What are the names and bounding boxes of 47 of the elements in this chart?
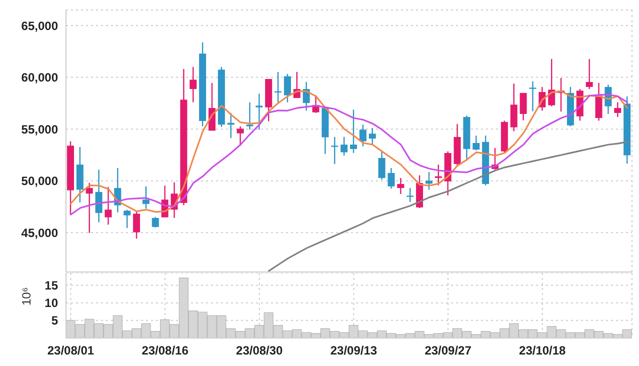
y-tick-label: 50,000 (21, 174, 58, 188)
candlestick (595, 82, 602, 122)
candlestick (520, 92, 527, 121)
candlestick (406, 187, 414, 203)
candlestick (236, 126, 244, 146)
candlestick (124, 209, 131, 229)
candlestick (434, 164, 442, 186)
y-tick-label: 15 (44, 278, 58, 293)
x-tick-label: 23/09/13 (330, 344, 378, 358)
x-tick-label: 23/09/27 (424, 344, 472, 358)
candlestick (529, 80, 536, 112)
x-tick-label: 23/08/30 (236, 344, 284, 358)
x-tick-label: 23/08/01 (47, 344, 94, 358)
candlestick (548, 58, 556, 107)
y-tick-label: 65,000 (21, 18, 58, 33)
candlestick (95, 169, 102, 223)
candlestick (331, 136, 338, 165)
y-tick-label: 60,000 (21, 70, 58, 85)
y-tick-label: 5 (51, 314, 58, 328)
candlestick (190, 66, 197, 103)
candlestick (246, 102, 254, 130)
candlestick (614, 102, 622, 118)
y-tick-label: 45,000 (21, 226, 58, 240)
candlestick (86, 182, 93, 234)
y-tick-label: 10 (44, 296, 58, 310)
candlestick (368, 127, 376, 146)
x-tick-label: 23/10/18 (519, 344, 566, 358)
candlestick (510, 83, 518, 132)
candlestick (152, 216, 159, 228)
x-tick-label: 23/08/16 (142, 344, 189, 358)
candlestick (586, 58, 593, 90)
candlestick (340, 136, 348, 156)
candlestick (378, 150, 386, 180)
line-series (268, 141, 628, 272)
candlestick (397, 177, 404, 195)
candlestick (359, 124, 366, 147)
candlestick (350, 109, 357, 154)
candlestick (425, 171, 432, 190)
candlestick (388, 167, 395, 190)
candlestick (284, 73, 291, 103)
candlestick (472, 135, 480, 151)
candlestick (142, 186, 150, 210)
candlestick (256, 93, 263, 130)
candlestick (104, 186, 112, 226)
y-axis-title: 10⁶ (19, 287, 34, 306)
candlestick (133, 210, 140, 240)
y-tick-label: 55,000 (21, 122, 58, 136)
